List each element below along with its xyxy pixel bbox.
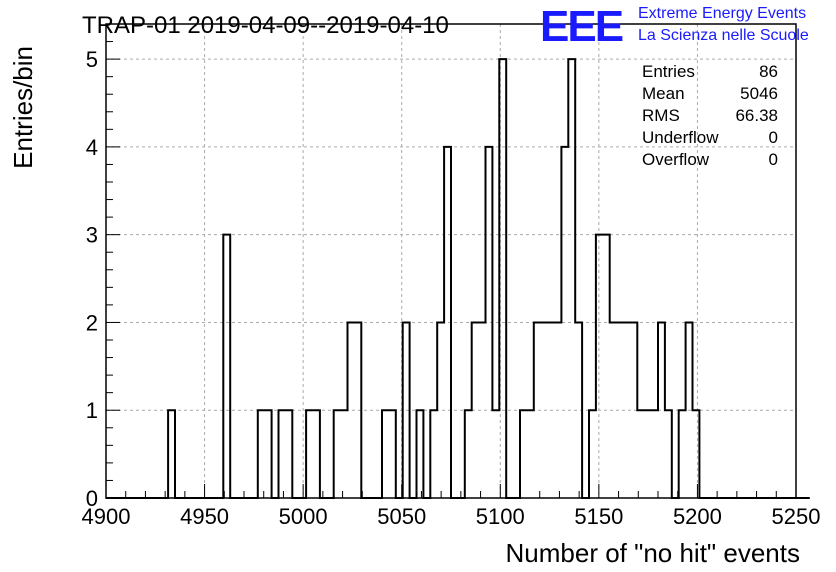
x-tick-label-1: 4950	[180, 504, 229, 529]
stat-label-mean: Mean	[642, 84, 685, 103]
x-tick-label-6: 5200	[673, 504, 722, 529]
y-tick-label-1: 1	[86, 398, 98, 423]
stats-box: Entries 86 Mean 5046 RMS 66.38 Underflow…	[642, 62, 778, 169]
y-tick-label-0: 0	[86, 486, 98, 511]
stat-value-rms: 66.38	[735, 106, 778, 125]
x-tick-label-2: 5000	[279, 504, 328, 529]
x-tick-label-7: 5250	[772, 504, 821, 529]
stat-label-entries: Entries	[642, 62, 695, 81]
stat-value-overflow: 0	[769, 150, 778, 169]
y-axis-label: Entries/bin	[8, 46, 38, 169]
y-tick-label-3: 3	[86, 223, 98, 248]
y-tick-label-4: 4	[86, 135, 98, 160]
chart-title: TRAP-01 2019-04-09--2019-04-10	[82, 12, 449, 39]
eee-logo-mark: EEE	[540, 2, 623, 51]
x-axis-label: Number of "no hit" events	[506, 538, 801, 568]
plot-frame	[105, 23, 797, 499]
stat-label-overflow: Overflow	[642, 150, 710, 169]
x-tick-label-4: 5100	[476, 504, 525, 529]
eee-logo-line1: Extreme Energy Events	[638, 5, 806, 22]
tick-layer: 4900 4950 5000 5050 5100 5150 5200 5250 0 1 2 3 4 5	[82, 23, 821, 529]
stat-label-underflow: Underflow	[642, 128, 719, 147]
stat-value-entries: 86	[759, 62, 778, 81]
x-tick-label-5: 5150	[574, 504, 623, 529]
stat-value-underflow: 0	[769, 128, 778, 147]
x-tick-label-0: 4900	[82, 504, 131, 529]
y-tick-label-2: 2	[86, 310, 98, 335]
eee-logo-line2: La Scienza nelle Scuole	[638, 27, 809, 44]
stat-value-mean: 5046	[740, 84, 778, 103]
histogram-line	[106, 58, 810, 499]
y-tick-label-5: 5	[86, 47, 98, 72]
x-tick-label-3: 5050	[377, 504, 426, 529]
stat-label-rms: RMS	[642, 106, 680, 125]
